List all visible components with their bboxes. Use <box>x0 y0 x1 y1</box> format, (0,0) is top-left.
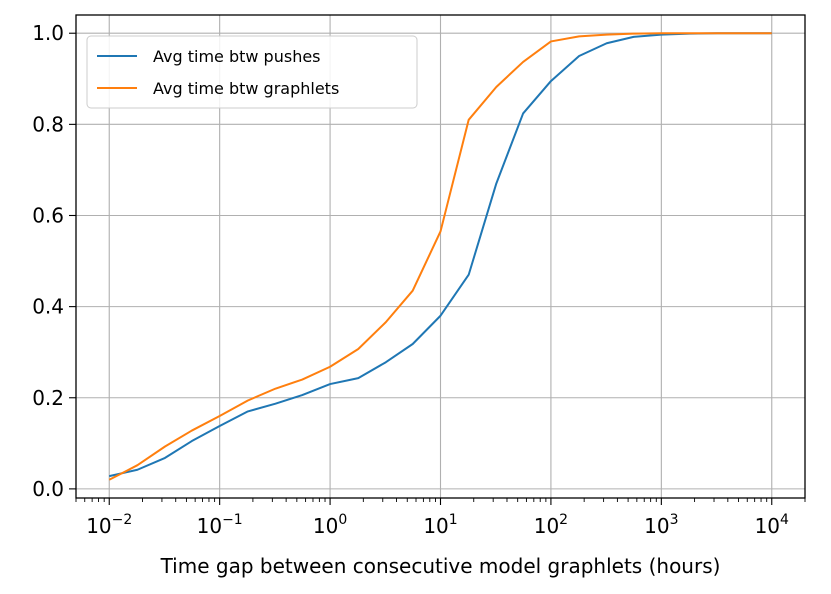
series-line-0 <box>109 32 772 478</box>
x-tick-exponent: 0 <box>338 512 347 528</box>
y-tick-label: 1.0 <box>32 21 64 45</box>
x-tick-exponent: 2 <box>559 512 568 528</box>
x-tick-exponent: −1 <box>222 512 243 528</box>
x-tick-label: 104 <box>755 512 789 538</box>
x-tick-label: 103 <box>644 512 678 538</box>
x-tick-base: 10 <box>755 514 780 538</box>
x-tick-base: 10 <box>423 514 448 538</box>
y-tick-label: 0.8 <box>32 112 64 136</box>
axis-ticks: 10−2 10−1 100 101 102 103 1040.00.20.40.60.81.… <box>32 21 806 538</box>
x-tick-label: 100 <box>313 512 347 538</box>
x-tick-exponent: −2 <box>112 512 133 528</box>
y-tick-label: 0.0 <box>32 477 64 501</box>
y-tick-label: 0.4 <box>32 295 64 319</box>
x-tick-label: 10−2 <box>86 512 132 538</box>
legend-box <box>86 35 418 109</box>
y-tick-label: 0.6 <box>32 203 64 227</box>
y-tick-label: 0.2 <box>32 386 64 410</box>
series-lines <box>108 32 772 481</box>
x-tick-base: 10 <box>534 514 559 538</box>
series-line-1 <box>108 32 772 481</box>
legend-label-0: Avg time btw pushes <box>153 47 321 66</box>
x-tick-label: 102 <box>534 512 568 538</box>
x-tick-base: 10 <box>644 514 669 538</box>
x-tick-exponent: 4 <box>780 512 789 528</box>
x-tick-base: 10 <box>197 514 222 538</box>
x-axis-label: Time gap between consecutive model graph… <box>160 554 721 578</box>
legend-label-1: Avg time btw graphlets <box>153 79 339 98</box>
x-tick-base: 10 <box>86 514 111 538</box>
x-tick-base: 10 <box>313 514 338 538</box>
x-tick-exponent: 1 <box>449 512 458 528</box>
x-tick-label: 10−1 <box>197 512 243 538</box>
legend: Avg time btw pushes Avg time btw graphlet… <box>86 35 418 109</box>
x-tick-label: 101 <box>423 512 457 538</box>
x-tick-exponent: 3 <box>670 512 679 528</box>
